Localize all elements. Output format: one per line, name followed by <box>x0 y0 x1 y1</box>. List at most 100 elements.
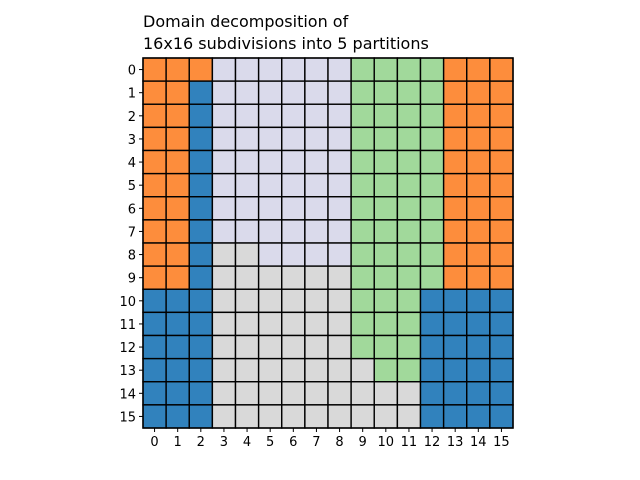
heatmap-cell-r5-c8 <box>327 172 352 198</box>
heatmap-cell-r2-c14 <box>466 103 491 129</box>
heatmap-cell-r12-c4 <box>234 334 260 360</box>
heatmap-cell-r6-c10 <box>373 196 399 221</box>
x-tick-label-6: 6 <box>289 435 297 450</box>
heatmap-cell-r11-c1 <box>165 311 190 337</box>
x-tick-label-12: 12 <box>424 435 441 450</box>
heatmap-cell-r11-c9 <box>350 311 375 337</box>
heatmap-cell-r5-c10 <box>373 172 399 198</box>
heatmap-cell-r1-c7 <box>304 80 329 105</box>
heatmap-cell-r8-c12 <box>419 242 445 267</box>
y-tick-label-15: 15 <box>119 410 136 425</box>
heatmap-cell-r7-c8 <box>327 219 352 244</box>
heatmap-cell-r8-c1 <box>165 242 190 267</box>
heatmap-cell-r9-c15 <box>489 265 514 290</box>
y-tick-label-10: 10 <box>119 295 136 310</box>
x-tick-label-10: 10 <box>378 435 395 450</box>
x-tick-label-15: 15 <box>493 435 510 450</box>
heatmap-cell-r3-c3 <box>211 126 237 152</box>
heatmap-cell-r10-c14 <box>466 288 491 314</box>
heatmap-cell-r12-c8 <box>327 334 352 360</box>
heatmap-cell-r5-c12 <box>419 172 445 198</box>
heatmap-cell-r11-c5 <box>257 311 283 337</box>
heatmap-cell-r6-c4 <box>234 196 260 221</box>
heatmap-cell-r6-c2 <box>188 196 214 221</box>
heatmap-cell-r0-c4 <box>234 57 260 82</box>
heatmap-cell-r12-c0 <box>142 334 167 360</box>
heatmap-cell-r10-c6 <box>281 288 306 314</box>
heatmap-cell-r3-c9 <box>350 126 375 152</box>
heatmap-cell-r7-c2 <box>188 219 214 244</box>
heatmap-cell-r6-c9 <box>350 196 375 221</box>
y-tick-label-9: 9 <box>128 272 136 287</box>
heatmap-cell-r5-c15 <box>489 172 514 198</box>
heatmap-cell-r0-c2 <box>188 57 214 82</box>
heatmap-cell-r1-c9 <box>350 80 375 105</box>
heatmap-cell-r4-c13 <box>442 149 468 175</box>
heatmap-cell-r15-c0 <box>142 404 167 429</box>
y-tick-label-6: 6 <box>128 202 136 217</box>
heatmap-cell-r0-c3 <box>211 57 237 82</box>
heatmap-cell-r9-c0 <box>142 265 167 290</box>
x-tick-label-7: 7 <box>312 435 320 450</box>
heatmap-cell-r1-c6 <box>281 80 306 105</box>
heatmap-cell-r0-c13 <box>442 57 468 82</box>
heatmap-cell-r12-c14 <box>466 334 491 360</box>
y-tick-label-0: 0 <box>128 64 136 79</box>
heatmap-cell-r3-c2 <box>188 126 214 152</box>
heatmap-cell-r6-c12 <box>419 196 445 221</box>
heatmap-cell-r11-c3 <box>211 311 237 337</box>
plot-frame <box>142 57 514 429</box>
heatmap-cell-r14-c9 <box>350 381 375 406</box>
heatmap-cell-r7-c11 <box>396 219 422 244</box>
heatmap-cell-r4-c0 <box>142 149 167 175</box>
y-tick-label-4: 4 <box>128 156 136 171</box>
x-tick-label-11: 11 <box>401 435 418 450</box>
heatmap-cell-r8-c2 <box>188 242 214 267</box>
y-tick-label-5: 5 <box>128 179 136 194</box>
chart-title: Domain decomposition of 16x16 subdivisio… <box>143 11 429 55</box>
heatmap-cell-r7-c9 <box>350 219 375 244</box>
heatmap-cell-r10-c1 <box>165 288 190 314</box>
heatmap-cell-r13-c12 <box>419 357 445 383</box>
heatmap-cell-r15-c15 <box>489 404 514 429</box>
heatmap-cell-r10-c8 <box>327 288 352 314</box>
heatmap-cell-r14-c13 <box>442 381 468 406</box>
heatmap-cell-r14-c7 <box>304 381 329 406</box>
heatmap-cell-r6-c0 <box>142 196 167 221</box>
heatmap-cell-r6-c8 <box>327 196 352 221</box>
heatmap-cell-r15-c6 <box>281 404 306 429</box>
y-tick-label-7: 7 <box>128 225 136 240</box>
heatmap-cell-r8-c5 <box>257 242 283 267</box>
y-tick-label-1: 1 <box>128 87 136 102</box>
heatmap-cell-r15-c14 <box>466 404 491 429</box>
heatmap-cell-r10-c4 <box>234 288 260 314</box>
heatmap-cell-r13-c6 <box>281 357 306 383</box>
heatmap-cell-r2-c1 <box>165 103 190 129</box>
heatmap-cell-r2-c13 <box>442 103 468 129</box>
heatmap-cell-r11-c6 <box>281 311 306 337</box>
heatmap-cell-r10-c7 <box>304 288 329 314</box>
heatmap-cell-r9-c3 <box>211 265 237 290</box>
heatmap-cell-r13-c7 <box>304 357 329 383</box>
heatmap-cell-r11-c11 <box>396 311 422 337</box>
heatmap-cell-r12-c7 <box>304 334 329 360</box>
heatmap-cell-r7-c4 <box>234 219 260 244</box>
heatmap-cell-r8-c10 <box>373 242 399 267</box>
heatmap-cell-r12-c5 <box>257 334 283 360</box>
heatmap-cell-r12-c2 <box>188 334 214 360</box>
heatmap-cell-r2-c0 <box>142 103 167 129</box>
heatmap-cell-r0-c9 <box>350 57 375 82</box>
heatmap-cell-r10-c2 <box>188 288 214 314</box>
heatmap-cell-r10-c0 <box>142 288 167 314</box>
heatmap-cell-r6-c13 <box>442 196 468 221</box>
heatmap-cell-r3-c11 <box>396 126 422 152</box>
heatmap-cell-r0-c5 <box>257 57 283 82</box>
heatmap-cell-r7-c13 <box>442 219 468 244</box>
heatmap-cell-r15-c12 <box>419 404 445 429</box>
heatmap-cell-r6-c7 <box>304 196 329 221</box>
heatmap-cell-r0-c0 <box>142 57 167 82</box>
chart-title-line-1: Domain decomposition of <box>143 12 349 31</box>
heatmap-cell-r11-c14 <box>466 311 491 337</box>
heatmap-cell-r4-c14 <box>466 149 491 175</box>
